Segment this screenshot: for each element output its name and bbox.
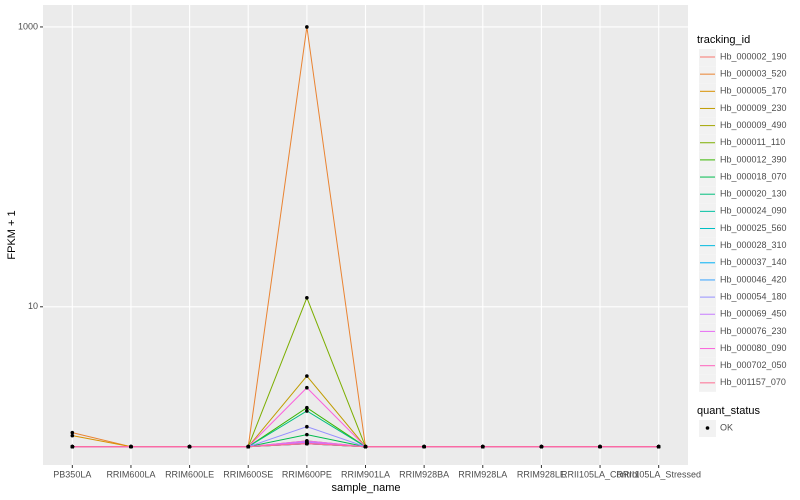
y-tick-label: 1000	[18, 21, 38, 31]
legend-label: Hb_000080_090	[720, 343, 787, 353]
data-point	[305, 25, 309, 29]
legend-label: Hb_000018_070	[720, 171, 787, 181]
legend-label: Hb_000024_090	[720, 206, 787, 216]
data-point	[187, 444, 192, 449]
data-point	[305, 424, 309, 429]
x-tick-label: RRIM600PE	[282, 469, 332, 479]
data-point	[422, 444, 426, 449]
x-tick-label: PB350LA	[53, 469, 91, 479]
data-point	[129, 444, 133, 449]
legend-point	[705, 426, 710, 430]
legend-label: Hb_000069_450	[720, 309, 787, 319]
legend-label: Hb_000054_180	[720, 291, 787, 301]
data-point	[598, 444, 602, 449]
legend-label: Hb_000005_170	[720, 86, 787, 96]
legend-title: tracking_id	[697, 34, 750, 46]
legend-label: Hb_000009_230	[720, 103, 787, 113]
x-tick-label: RRIM901LA	[341, 469, 390, 479]
legend-label: Hb_000037_140	[720, 257, 787, 267]
data-point	[363, 444, 368, 449]
data-point	[305, 409, 309, 413]
legend-label: Hb_000025_560	[720, 223, 787, 233]
x-tick-label: RRIM600LE	[165, 469, 214, 479]
data-point	[246, 444, 251, 449]
data-point	[70, 433, 75, 438]
x-tick-label: RRII105LA_Control	[561, 469, 639, 479]
legend-label: Hb_000046_420	[720, 274, 787, 284]
data-point	[305, 385, 309, 390]
legend-label: Hb_000028_310	[720, 240, 787, 250]
legend-label: Hb_000002_190	[720, 51, 787, 61]
y-tick-label: 10	[28, 301, 38, 311]
legend-label: Hb_000009_490	[720, 120, 787, 130]
legend-label: Hb_000020_130	[720, 189, 787, 199]
x-tick-label: RRIM600LA	[106, 469, 155, 479]
data-point	[656, 444, 661, 449]
legend-key	[699, 117, 716, 135]
legend-label: Hb_000011_110	[720, 137, 785, 147]
data-point	[70, 430, 75, 435]
data-point	[305, 374, 309, 378]
data-point	[305, 441, 309, 446]
y-axis-title: FPKM + 1	[6, 210, 18, 259]
x-axis-title: sample_name	[331, 482, 400, 494]
data-point	[70, 444, 75, 449]
legend-label: Hb_000702_050	[720, 360, 787, 370]
legend-label: Hb_001157_070	[720, 377, 786, 387]
x-tick-label: RRIM928LE	[517, 469, 566, 479]
x-tick-label: RRIM928BA	[399, 469, 449, 479]
x-tick-label: RRIM600SE	[223, 469, 273, 479]
legend-label: Hb_000076_230	[720, 326, 787, 336]
data-point	[305, 295, 309, 300]
shape-legend-title: quant_status	[697, 405, 760, 417]
data-point	[305, 405, 309, 410]
data-point	[480, 444, 485, 449]
data-point	[539, 444, 544, 449]
x-tick-label: RRII105LA_Stressed	[616, 469, 701, 479]
x-tick-label: RRIM928LA	[458, 469, 507, 479]
legend-label: Hb_000012_390	[720, 154, 787, 164]
legend-label: Hb_000003_520	[720, 69, 787, 79]
data-point	[305, 432, 309, 437]
legend-label: OK	[720, 422, 733, 432]
